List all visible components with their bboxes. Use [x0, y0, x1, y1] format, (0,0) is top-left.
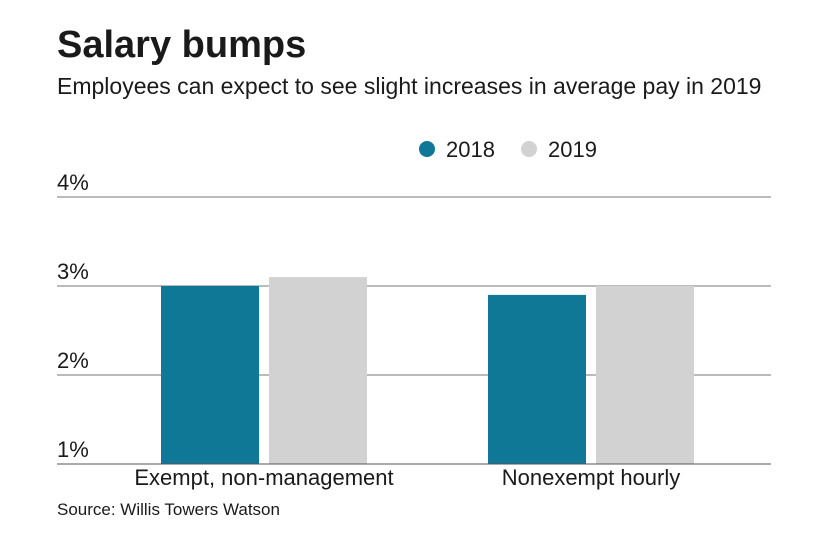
y-axis-ticks: 1% 2% 3% 4% — [57, 170, 89, 462]
x-category-label: Exempt, non-management — [134, 465, 393, 490]
bars — [57, 277, 771, 465]
y-tick-label: 4% — [57, 170, 89, 195]
y-tick-label: 1% — [57, 437, 89, 462]
source-note: Source: Willis Towers Watson — [57, 500, 280, 519]
legend: 2018 2019 — [419, 137, 597, 162]
bar-chart: 2018 2019 1% 2% 3% 4% Exempt, non-management… — [57, 137, 771, 490]
x-axis-labels: Exempt, non-management Nonexempt hourly — [134, 465, 680, 490]
legend-label-2019: 2019 — [548, 137, 597, 162]
legend-label-2018: 2018 — [446, 137, 495, 162]
y-tick-label: 2% — [57, 348, 89, 373]
chart-title: Salary bumps — [57, 24, 307, 66]
bar-2019-2 — [596, 286, 694, 464]
y-tick-label: 3% — [57, 259, 89, 284]
x-category-label: Nonexempt hourly — [502, 465, 681, 490]
bar-2019-1 — [269, 277, 367, 464]
legend-swatch-2019 — [521, 141, 537, 157]
chart-subtitle: Employees can expect to see slight incre… — [57, 73, 762, 99]
bar-2018-2 — [488, 294, 586, 464]
legend-swatch-2018 — [419, 141, 435, 157]
bar-2018-1 — [161, 286, 259, 464]
